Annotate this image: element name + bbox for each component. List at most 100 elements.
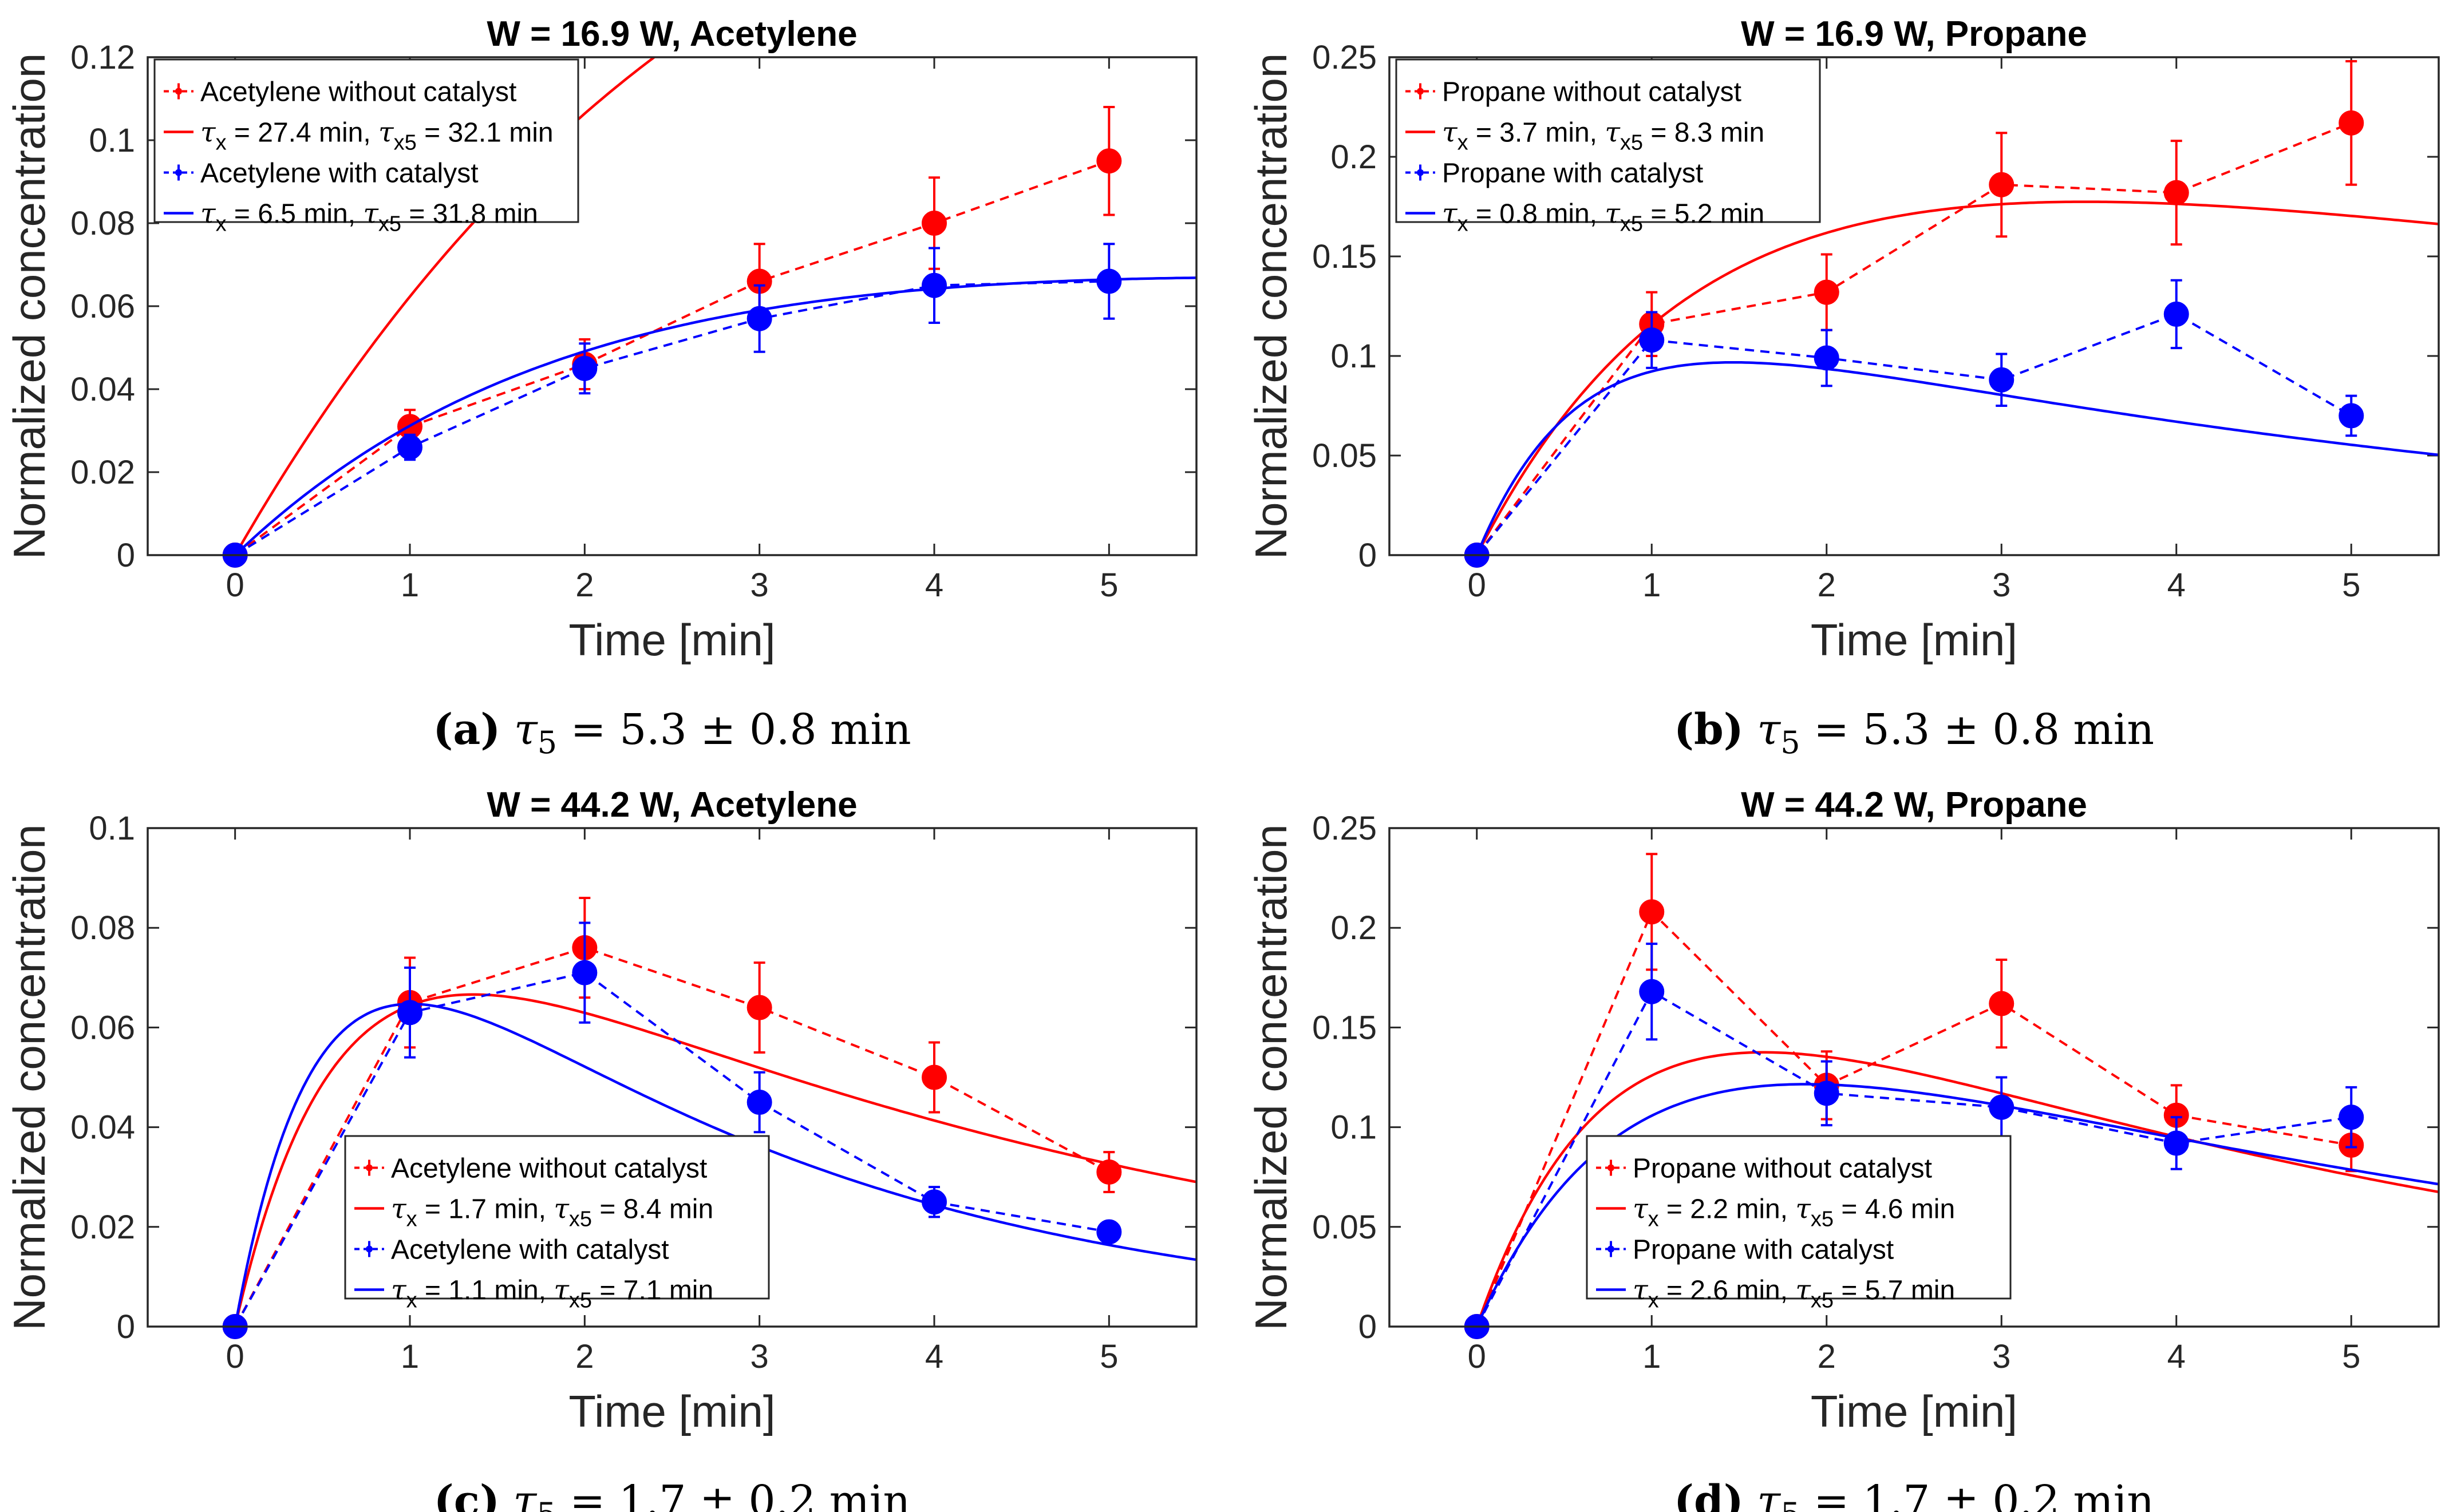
data-point: [2163, 180, 2189, 205]
fit-curve-red: [1475, 200, 2439, 555]
legend-fit-label: τx = 6.5 min, τx5 = 31.8 min: [200, 198, 538, 236]
x-tick-label: 2: [1818, 567, 1836, 604]
fit-curve-red: [234, 993, 1196, 1327]
x-tick-label: 1: [401, 567, 419, 604]
legend-marker: [1607, 1245, 1614, 1253]
legend-marker: [1607, 1164, 1614, 1171]
axes-box: [147, 56, 1198, 556]
legend-box: [153, 58, 579, 223]
axes-box: [1388, 56, 2440, 556]
data-point: [572, 960, 598, 985]
data-point: [397, 434, 422, 460]
chart-panel-1: W = 16.9 W, Acetylene 0 1 2 3 4 5 0 0.02 0.04 0.06…: [4, 14, 1198, 761]
fit-curve-red: [234, 57, 657, 555]
x-tick-label: 0: [226, 567, 244, 604]
data-line-blue: [1476, 312, 2352, 556]
legend-box: [344, 1135, 770, 1300]
x-axis-label: Time [min]: [1811, 1386, 2017, 1436]
x-tick-label: 0: [1468, 567, 1486, 604]
y-tick-label: 0.12: [70, 39, 135, 76]
y-tick-label: 0.15: [1312, 238, 1377, 275]
x-axis-label: Time [min]: [1811, 615, 2017, 665]
data-point: [746, 306, 772, 331]
data-point: [1814, 1080, 1839, 1106]
legend-label: Propane without catalyst: [1442, 77, 1741, 108]
data-point: [1989, 1094, 2014, 1120]
series-blue: [1464, 943, 2439, 1339]
y-tick-label: 0.15: [1312, 1009, 1377, 1046]
y-tick-label: 0.02: [70, 1209, 135, 1246]
legend-marker: [1417, 88, 1424, 95]
y-axis-label: Normalized concentration: [1246, 824, 1296, 1330]
legend-fit-label: τx = 1.1 min, τx5 = 7.1 min: [391, 1274, 713, 1313]
y-tick-label: 0.04: [70, 371, 135, 408]
y-axis-label: Normalized concentration: [4, 53, 54, 559]
axes-box: [147, 827, 1198, 1328]
fit-curve-blue: [234, 1002, 1196, 1327]
x-tick-label: 5: [2342, 567, 2360, 604]
data-point: [2163, 301, 2189, 327]
data-point: [2163, 1130, 2189, 1156]
data-line-red: [234, 160, 1109, 556]
x-tick-label: 5: [1100, 1338, 1118, 1375]
legend-marker: [366, 1164, 373, 1171]
y-tick-label: 0.08: [70, 909, 135, 947]
x-axis-label: Time [min]: [568, 1386, 775, 1436]
legend-fit-label: τx = 1.7 min, τx5 = 8.4 min: [391, 1193, 713, 1232]
y-tick-label: 0.05: [1312, 437, 1377, 474]
panel-caption: (a) τ5 = 5.3 ± 0.8 min: [433, 705, 911, 761]
legend-marker: [175, 169, 182, 176]
legend-fit-label: τx = 27.4 min, τx5 = 32.1 min: [200, 117, 554, 155]
data-point: [2339, 403, 2364, 429]
data-line-blue: [234, 280, 1109, 556]
x-tick-label: 3: [1992, 567, 2010, 604]
series-red: [1464, 853, 2439, 1339]
legend: Acetylene without catalyst τx = 1.7 min, …: [344, 1135, 770, 1313]
legend-label: Acetylene with catalyst: [200, 159, 479, 189]
data-line-red: [1475, 909, 2352, 1327]
data-point: [1096, 1159, 1122, 1185]
data-point: [1096, 148, 1122, 174]
chart-panel-4: W = 44.2 W, Propane 0 1 2 3 4 5 0 0.05 0.1 0.15 0.2…: [1246, 785, 2440, 1512]
legend-fit-label: τx = 2.2 min, τx5 = 4.6 min: [1633, 1193, 1955, 1232]
series-blue: [222, 243, 1196, 568]
data-point: [1096, 268, 1122, 294]
panel-caption: (b) τ5 = 5.3 ± 0.8 min: [1674, 705, 2154, 761]
y-axis-label: Normalized concentration: [4, 824, 54, 1330]
x-tick-label: 1: [401, 1338, 419, 1375]
y-axis-label: Normalized concentration: [1246, 53, 1296, 559]
chart-panel-3: W = 44.2 W, Acetylene 0 1 2 3 4 5 0 0.02 0.04 0.06…: [4, 785, 1198, 1512]
data-point: [1814, 345, 1839, 371]
y-tick-label: 0.1: [1330, 1109, 1377, 1146]
data-point: [922, 1189, 947, 1215]
y-tick-label: 0.25: [1312, 39, 1377, 76]
y-tick-label: 0.2: [1330, 138, 1377, 176]
legend-marker: [175, 88, 182, 95]
y-tick-label: 0.06: [70, 1009, 135, 1046]
y-tick-label: 0.1: [89, 122, 135, 159]
fit-curve-red: [1475, 1051, 2439, 1327]
chart-title: W = 44.2 W, Acetylene: [487, 785, 857, 825]
x-tick-label: 2: [575, 567, 594, 604]
data-point: [1814, 279, 1839, 305]
legend: Propane without catalyst τx = 2.2 min, τx…: [1586, 1135, 2012, 1313]
data-point: [1989, 991, 2014, 1016]
y-tick-label: 0: [117, 537, 135, 574]
legend: Propane without catalyst τx = 3.7 min, τx…: [1395, 58, 1821, 236]
legend-marker: [366, 1245, 373, 1253]
x-tick-label: 4: [2167, 567, 2186, 604]
y-tick-label: 0.1: [89, 810, 135, 847]
panel-caption: (d) τ5 = 1.7 ± 0.2 min: [1674, 1477, 2154, 1512]
series-blue: [1464, 279, 2439, 568]
data-point: [2339, 110, 2364, 136]
y-tick-label: 0.08: [70, 205, 135, 242]
legend: Acetylene without catalyst τx = 27.4 min,…: [153, 58, 579, 236]
legend-fit-label: τx = 2.6 min, τx5 = 5.7 min: [1633, 1274, 1955, 1313]
x-tick-label: 2: [575, 1338, 594, 1375]
data-point: [1639, 899, 1665, 925]
y-tick-label: 0: [1358, 537, 1377, 574]
legend-label: Acetylene without catalyst: [200, 77, 516, 108]
x-tick-label: 3: [1992, 1338, 2010, 1375]
y-tick-label: 0.06: [70, 288, 135, 325]
